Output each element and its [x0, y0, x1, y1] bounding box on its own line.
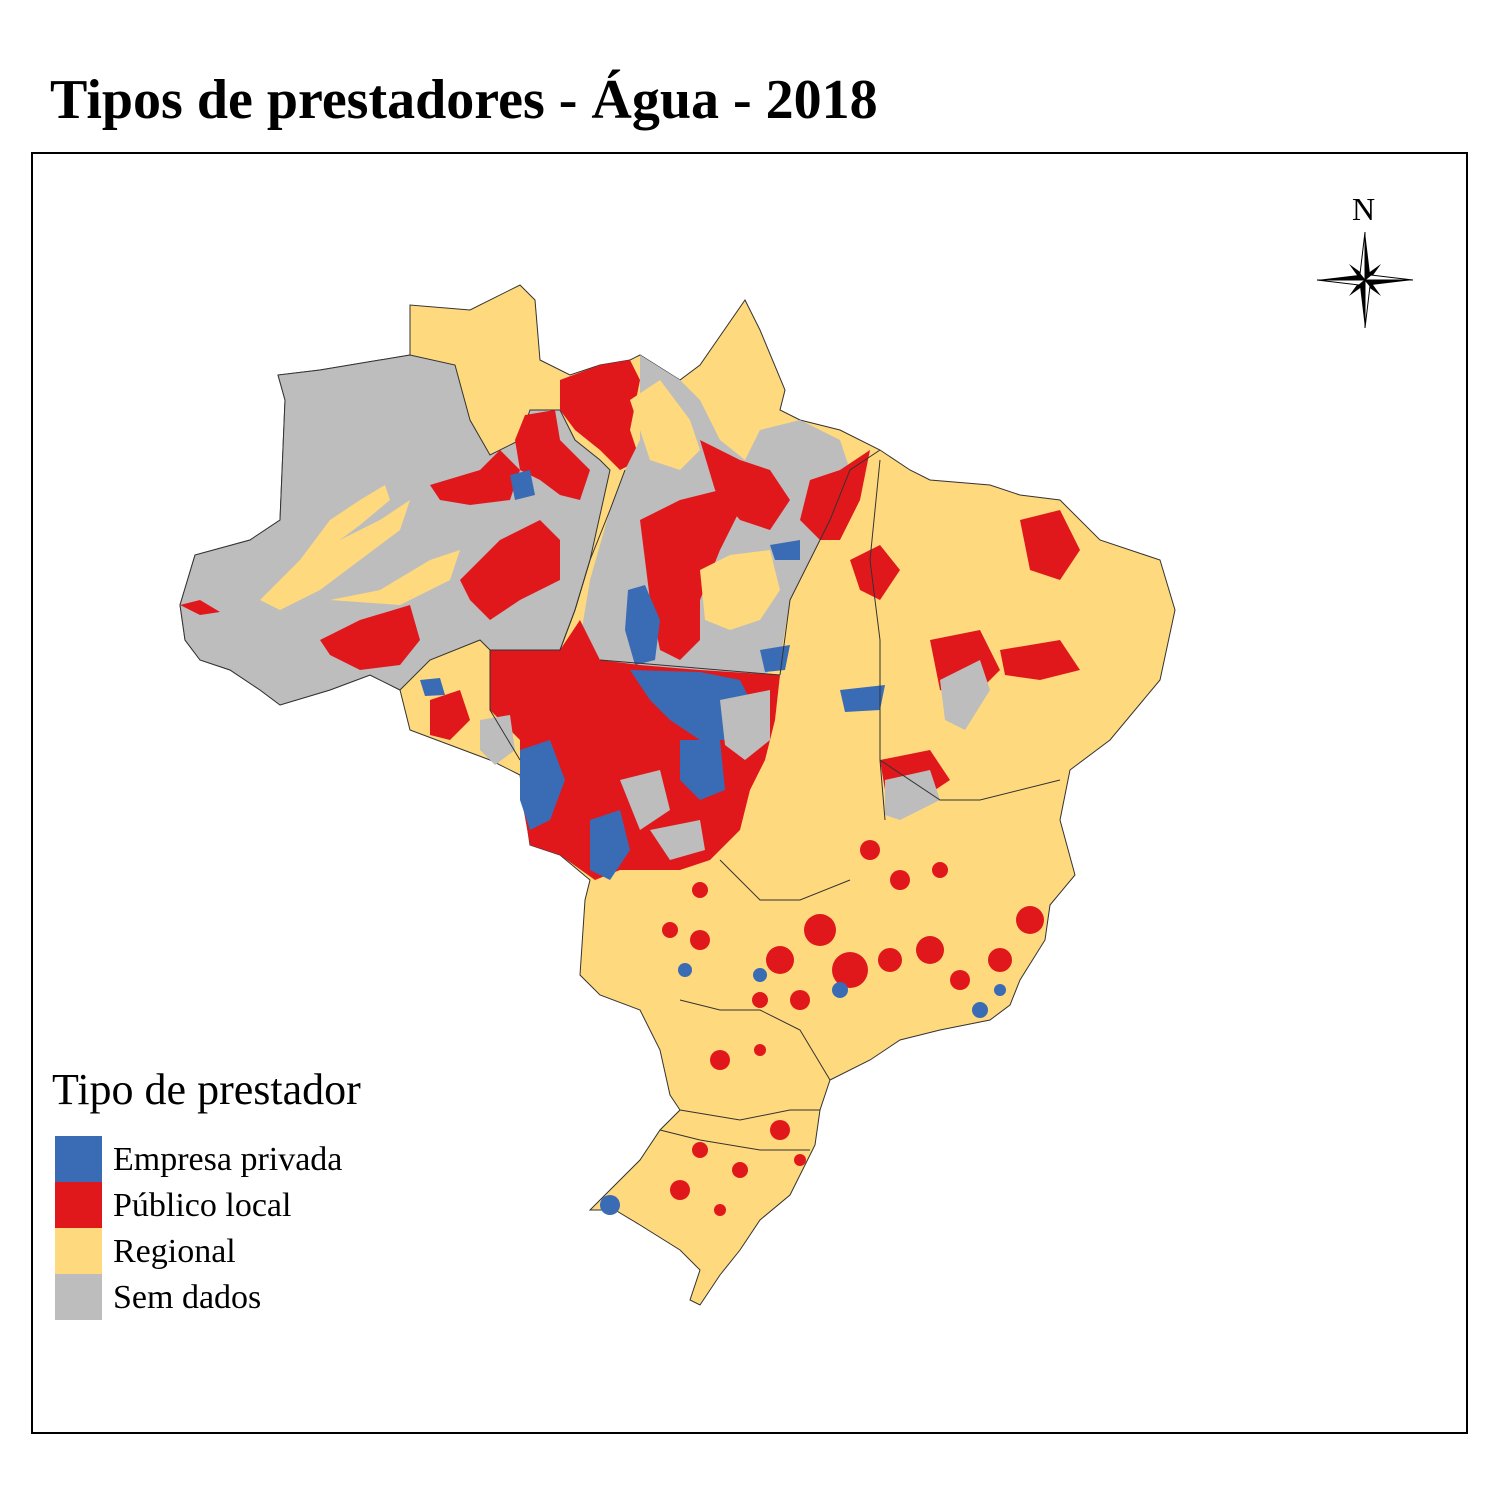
- region-empresa-mato-grosso-2: [520, 740, 565, 830]
- legend-swatch: [55, 1182, 102, 1228]
- legend-item-regional: Regional: [55, 1228, 455, 1274]
- map-title: Tipos de prestadores - Água - 2018: [50, 69, 878, 131]
- region-empresa-amazonas: [510, 470, 535, 500]
- map-frame: [31, 152, 1468, 1434]
- legend-item-sem-dados: Sem dados: [55, 1274, 455, 1320]
- legend-swatch: [55, 1228, 102, 1274]
- region-regional-amazonas-streak-3: [330, 550, 460, 605]
- region-sem-dados-mato-grosso-3: [650, 820, 705, 860]
- region-empresa-nordeste: [840, 685, 885, 712]
- region-publico-amazonas-3: [460, 520, 560, 620]
- legend-item-empresa-privada: Empresa privada: [55, 1136, 455, 1182]
- north-arrow-label: N: [1352, 191, 1376, 227]
- region-empresa-sudeste-speckles: [600, 963, 1006, 1215]
- region-empresa-mato-grosso-4: [680, 740, 725, 800]
- legend-swatch: [55, 1274, 102, 1320]
- region-publico-para-2: [700, 440, 790, 530]
- region-regional-para-2: [630, 380, 700, 470]
- region-empresa-para-2: [770, 540, 800, 560]
- region-publico-sudeste-speckles: [662, 840, 1044, 1216]
- region-regional-para-1: [700, 550, 780, 630]
- legend-title: Tipo de prestador: [52, 1065, 361, 1114]
- region-empresa-rondonia: [420, 678, 445, 696]
- region-empresa-para-3: [760, 645, 790, 672]
- region-publico-amazonas-4: [180, 600, 220, 615]
- region-publico-para-3: [800, 450, 870, 540]
- legend-label: Público local: [113, 1187, 292, 1224]
- region-publico-maranhao: [850, 545, 900, 600]
- legend-item-publico-local: Público local: [55, 1182, 455, 1228]
- region-sem-dados-bahia: [885, 770, 940, 820]
- region-publico-amapa-north: [560, 360, 640, 470]
- legend-label: Sem dados: [113, 1279, 262, 1316]
- region-sem-dados-rondonia: [480, 715, 515, 765]
- region-empresa-para-1: [625, 585, 660, 665]
- region-publico-pernambuco: [1000, 640, 1080, 680]
- north-arrow-icon: [1316, 231, 1414, 329]
- region-sem-dados-piaui: [940, 660, 990, 730]
- legend-label: Regional: [113, 1233, 236, 1270]
- region-publico-amazonas-2: [430, 450, 520, 505]
- region-publico-roraima-south: [515, 410, 590, 500]
- region-publico-rondonia: [430, 690, 470, 740]
- state-borders: [489, 449, 1061, 1151]
- legend-label: Empresa privada: [113, 1141, 343, 1178]
- region-publico-ceara: [1020, 510, 1080, 580]
- region-empresa-mato-grosso-3: [590, 810, 630, 880]
- region-regional-amazonas-streak-2: [300, 485, 390, 560]
- region-regional-amazonas-streak-1: [260, 500, 410, 610]
- legend-swatch: [55, 1136, 102, 1182]
- region-sem-dados-mato-grosso-1: [720, 690, 770, 760]
- region-publico-amazonas-1: [320, 605, 420, 670]
- region-publico-para-1: [640, 490, 740, 660]
- region-sem-dados-mato-grosso-2: [620, 770, 670, 830]
